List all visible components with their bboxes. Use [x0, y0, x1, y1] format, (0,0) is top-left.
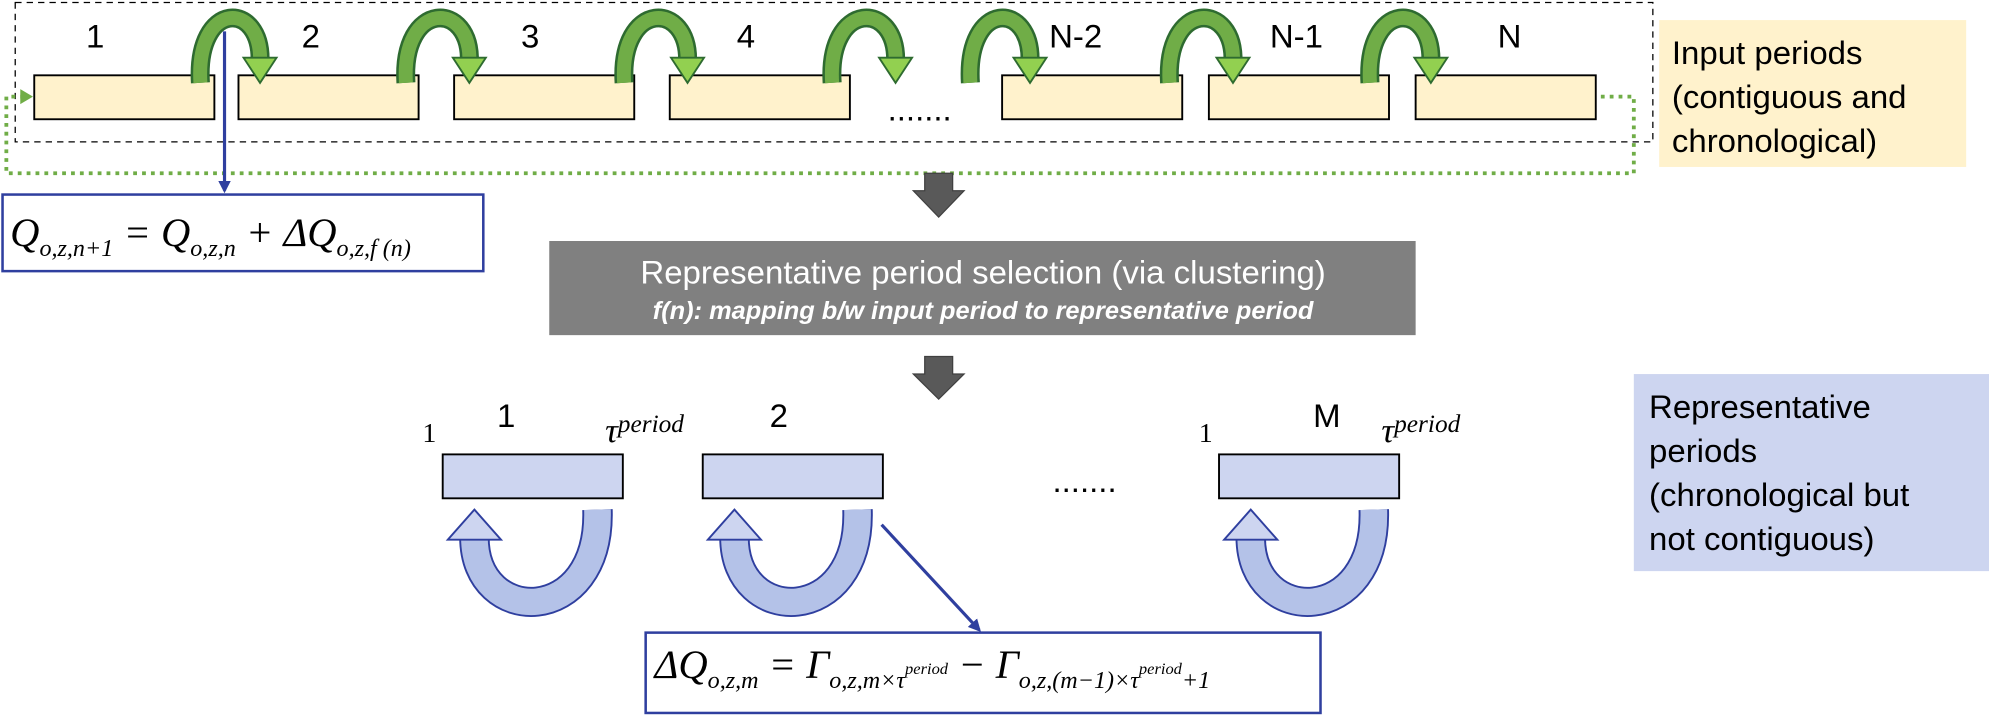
- green-arrow: [825, 11, 903, 84]
- input-label: N-1: [1270, 18, 1323, 55]
- green-arrowhead: [451, 56, 488, 85]
- blue-arrowhead: [445, 508, 504, 541]
- input-box: [453, 74, 636, 121]
- green-arrow: [193, 11, 268, 84]
- green-arrow: [617, 11, 695, 84]
- green-arrowhead: [1214, 56, 1252, 85]
- rep-start: 1: [1199, 418, 1213, 449]
- formula-box: [1, 193, 485, 273]
- input-label: N: [1498, 18, 1522, 55]
- representative-periods: 1 2 M1 τperiod 1 τperiod: [422, 397, 1461, 617]
- green-arrow: [963, 11, 1037, 84]
- formula-sub: o,z,f (n): [337, 236, 411, 262]
- green-arrowhead: [877, 56, 914, 85]
- input-frame: [14, 1, 1654, 143]
- blue-arrow: [461, 509, 611, 616]
- formula-sub: +1: [1182, 668, 1210, 694]
- selection-title: Representative period selection (via clu…: [640, 254, 1325, 291]
- input-note-bg: [1659, 20, 1967, 167]
- green-arrow: [398, 11, 477, 84]
- formula-text: = Γ: [759, 642, 832, 687]
- input-box: [668, 74, 851, 121]
- down-arrow: [911, 355, 966, 401]
- formula-text: Q: [10, 210, 39, 255]
- formula-subsup: period: [1138, 659, 1183, 678]
- green-arrow: [1162, 11, 1240, 84]
- formula-sub: o,z,n: [190, 236, 236, 262]
- input-note-line: (contiguous and: [1672, 78, 1907, 115]
- input-label: 1: [86, 18, 104, 55]
- rep-end: τperiod: [605, 411, 684, 450]
- input-box: [237, 74, 420, 121]
- green-arrowhead: [1011, 56, 1049, 85]
- pointer: [880, 523, 981, 632]
- formula-sub: o,z,m: [708, 668, 759, 694]
- tau: τ: [1381, 411, 1395, 450]
- input-label: 4: [737, 18, 755, 55]
- green-arrowhead: [1412, 56, 1450, 85]
- formula-text: − Γ: [948, 642, 1021, 687]
- rep-box: [441, 453, 624, 500]
- rep-end: τperiod: [1381, 411, 1460, 450]
- blue-arrow: [1237, 509, 1388, 616]
- blue-arrowhead: [705, 508, 764, 541]
- tau-sup: period: [1392, 411, 1461, 438]
- formula-sub: o,z,n+1: [39, 236, 113, 262]
- input-label: 3: [521, 18, 539, 55]
- rep-note-line: (chronological but: [1649, 476, 1909, 513]
- input-label: 2: [302, 18, 320, 55]
- formula-text: = Q: [113, 210, 190, 255]
- rep-start: 1: [422, 418, 436, 449]
- selection-box: [549, 241, 1416, 336]
- formula-sub: o,z,(m−1)×τ: [1019, 668, 1141, 694]
- rep-label: M: [1313, 397, 1340, 434]
- green-arrowhead: [669, 56, 706, 85]
- selection-subtitle: f(n): mapping b/w input period to repres…: [653, 297, 1314, 325]
- tau: τ: [605, 411, 619, 450]
- input-box: [1414, 74, 1597, 121]
- input-box: [1207, 74, 1390, 121]
- formula-text: + ΔQ: [236, 210, 337, 255]
- rep-box: [701, 453, 884, 500]
- formula-text: ΔQ: [653, 642, 708, 687]
- tau-sup: period: [616, 411, 685, 438]
- green-arrowhead: [241, 56, 279, 85]
- rep-label: 2: [770, 397, 788, 434]
- input-periods: 1 2 3 4 N-2 N-1 N: [33, 8, 1597, 121]
- formula-box: [644, 631, 1322, 715]
- input-note-line: chronological): [1672, 122, 1877, 159]
- rep-note-line: periods: [1649, 432, 1757, 469]
- rep-label: 1: [497, 397, 515, 434]
- blue-arrow: [721, 509, 871, 616]
- input-box: [1001, 74, 1184, 121]
- rep-note-line: Representative: [1649, 388, 1871, 425]
- formula-sub: o,z,m×τ: [829, 668, 906, 694]
- blue-arrowhead: [1222, 508, 1280, 541]
- rep-dots: .......: [1052, 462, 1116, 499]
- input-dots: .......: [888, 91, 952, 128]
- green-arrow: [1362, 11, 1438, 84]
- formula: Qo,z,n+1 = Qo,z,n + ΔQo,z,f (n): [10, 210, 411, 262]
- formula-subsup: period: [904, 659, 949, 678]
- rep-note-line: not contiguous): [1649, 520, 1874, 557]
- input-note-line: Input periods: [1672, 34, 1863, 71]
- input-label: N-2: [1049, 18, 1102, 55]
- input-box: [33, 74, 216, 121]
- rep-note-bg: [1633, 374, 1989, 572]
- formula: ΔQo,z,m = Γo,z,m×τperiod − Γo,z,(m−1)×τp…: [653, 642, 1211, 694]
- down-arrow: [911, 172, 966, 219]
- loop-line: [4, 94, 1636, 176]
- rep-box: [1218, 453, 1401, 500]
- loop-arrowhead: [20, 89, 33, 105]
